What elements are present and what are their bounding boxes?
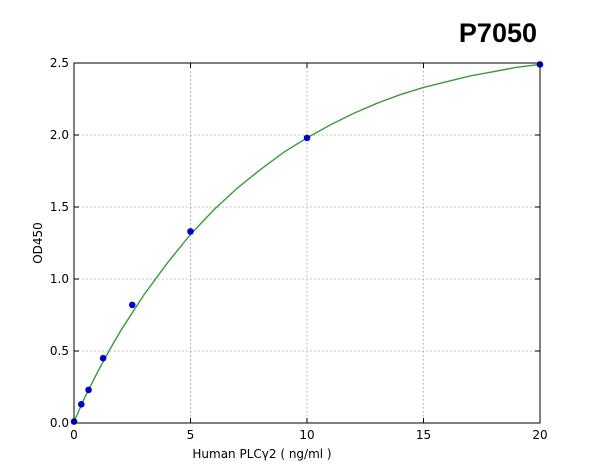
x-tick-label: 5	[187, 428, 195, 442]
y-tick-label: 1.0	[50, 272, 69, 286]
data-point	[77, 400, 85, 408]
y-tick-label: 1.5	[50, 200, 69, 214]
data-point	[187, 228, 194, 235]
y-axis-label: OD450	[31, 222, 45, 264]
x-tick-label: 0	[70, 428, 78, 442]
data-point	[128, 301, 136, 309]
x-tick-label: 15	[416, 428, 431, 442]
axis-ticks: 0 5 10 15 20 0.0 0.5 1.0 1.5 2.0 2.5	[50, 56, 548, 442]
y-tick-label: 0.5	[50, 344, 69, 358]
fit-curve-layer	[73, 63, 541, 422]
x-tick-label: 20	[532, 428, 547, 442]
chart-title: P7050	[459, 18, 537, 48]
y-tick-label: 0.0	[50, 416, 69, 430]
x-tick-label: 10	[299, 428, 314, 442]
fit-curve	[73, 63, 541, 422]
y-tick-label: 2.0	[50, 128, 69, 142]
data-point	[303, 134, 311, 142]
x-axis-label: Human PLCγ2 ( ng/ml )	[192, 447, 331, 461]
data-point	[85, 386, 92, 394]
grid	[73, 62, 541, 424]
y-tick-label: 2.5	[50, 56, 69, 70]
data-point	[99, 354, 107, 362]
